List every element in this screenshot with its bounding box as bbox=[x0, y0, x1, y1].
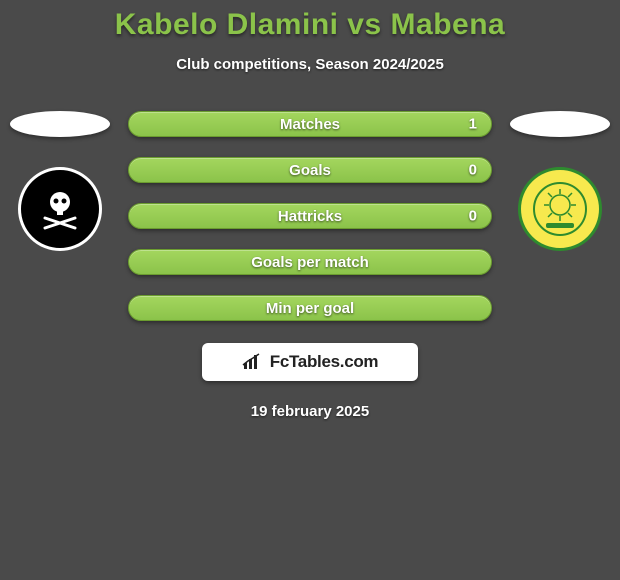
stat-value: 1 bbox=[469, 116, 477, 133]
main-row: Matches 1 Goals 0 Hattricks 0 Goals per … bbox=[0, 111, 620, 321]
left-player-column bbox=[10, 111, 110, 251]
right-player-column bbox=[510, 111, 610, 251]
stat-bar-goals-per-match: Goals per match bbox=[128, 249, 492, 275]
player-photo-placeholder-right bbox=[510, 111, 610, 137]
branding-box: FcTables.com bbox=[202, 343, 418, 381]
skull-crossbones-icon bbox=[33, 182, 87, 236]
stat-value: 0 bbox=[469, 208, 477, 225]
stat-label: Matches bbox=[280, 116, 340, 133]
stat-label: Min per goal bbox=[266, 300, 354, 317]
stat-bar-goals: Goals 0 bbox=[128, 157, 492, 183]
club-crest-left bbox=[18, 167, 102, 251]
sun-crest-icon bbox=[532, 181, 588, 237]
stat-bar-matches: Matches 1 bbox=[128, 111, 492, 137]
date-line: 19 february 2025 bbox=[0, 403, 620, 420]
stat-value: 0 bbox=[469, 162, 477, 179]
stat-label: Hattricks bbox=[278, 208, 342, 225]
bar-chart-icon bbox=[242, 353, 264, 371]
stats-bars: Matches 1 Goals 0 Hattricks 0 Goals per … bbox=[110, 111, 510, 321]
infographic-container: Kabelo Dlamini vs Mabena Club competitio… bbox=[0, 0, 620, 420]
player-photo-placeholder-left bbox=[10, 111, 110, 137]
stat-bar-hattricks: Hattricks 0 bbox=[128, 203, 492, 229]
page-title: Kabelo Dlamini vs Mabena bbox=[0, 8, 620, 42]
stat-label: Goals per match bbox=[251, 254, 369, 271]
stat-label: Goals bbox=[289, 162, 331, 179]
club-crest-right bbox=[518, 167, 602, 251]
stat-bar-min-per-goal: Min per goal bbox=[128, 295, 492, 321]
branding-text: FcTables.com bbox=[270, 352, 379, 372]
page-subtitle: Club competitions, Season 2024/2025 bbox=[0, 56, 620, 73]
